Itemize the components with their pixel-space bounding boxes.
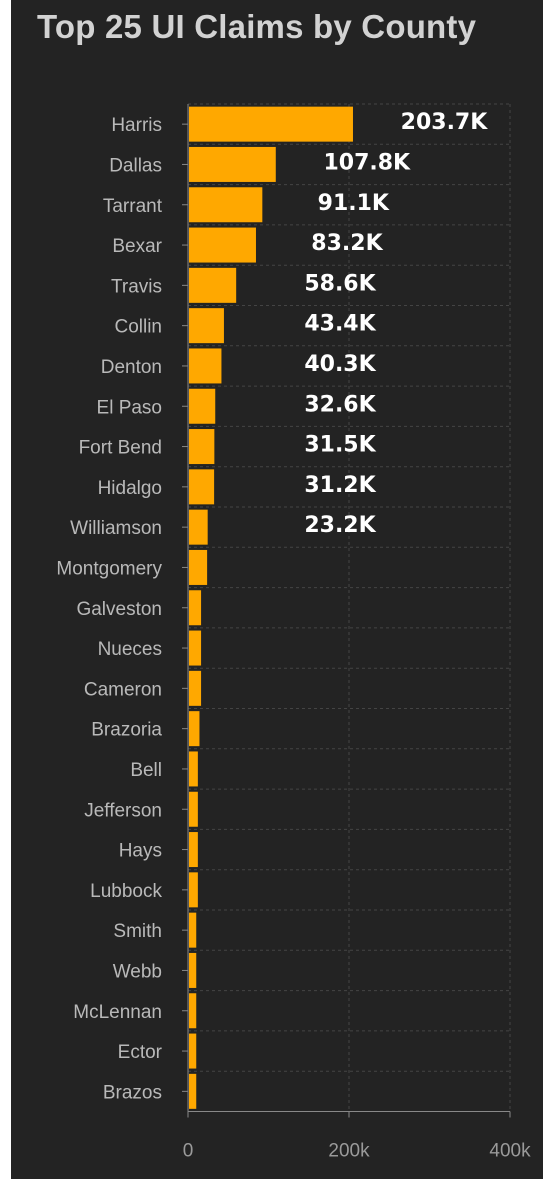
bar — [189, 912, 197, 948]
bar — [189, 590, 202, 626]
bar — [189, 952, 197, 988]
y-tick-label: Webb — [113, 961, 162, 982]
bar — [189, 469, 215, 505]
y-tick-label: Brazos — [103, 1082, 162, 1103]
data-label: 91.1K — [318, 191, 390, 216]
bar — [189, 1033, 197, 1069]
y-tick-label: Travis — [111, 276, 162, 297]
y-tick-label: Montgomery — [56, 558, 162, 579]
y-tick-label: McLennan — [73, 1002, 162, 1023]
y-tick-label: Williamson — [70, 518, 162, 539]
y-tick-label: Nueces — [98, 639, 162, 660]
y-tick-label: Ector — [118, 1042, 163, 1063]
y-tick-label: Brazoria — [91, 720, 162, 741]
y-tick-label: Bexar — [112, 236, 162, 257]
y-tick-label: Fort Bend — [79, 438, 162, 459]
bar — [189, 146, 276, 182]
bar — [189, 267, 237, 303]
data-label: 83.2K — [311, 231, 383, 256]
bar — [189, 429, 215, 465]
bar — [189, 227, 256, 263]
y-tick-label: El Paso — [97, 397, 162, 418]
y-tick-label: Collin — [114, 317, 162, 338]
y-tick-label: Tarrant — [103, 196, 163, 217]
bar — [189, 1073, 197, 1109]
y-tick-label: Galveston — [76, 599, 162, 620]
data-label: 107.8K — [323, 150, 411, 175]
bar — [189, 187, 263, 223]
data-label: 43.4K — [304, 312, 376, 337]
y-tick-label: Bell — [130, 760, 162, 781]
y-tick-label: Lubbock — [90, 881, 162, 902]
data-label: 203.7K — [401, 110, 489, 135]
bar — [189, 106, 353, 142]
x-tick-label: 400k — [489, 1141, 531, 1162]
bar — [189, 509, 208, 545]
bar — [189, 630, 202, 666]
bar — [189, 388, 216, 424]
y-tick-label: Hidalgo — [98, 478, 162, 499]
y-tick-label: Jefferson — [84, 800, 162, 821]
bar — [189, 308, 224, 344]
y-tick-label: Smith — [113, 921, 162, 942]
bar — [189, 993, 197, 1029]
chart-title: Top 25 UI Claims by County — [37, 8, 477, 45]
bar — [189, 872, 198, 908]
bar — [189, 549, 208, 585]
bar — [189, 791, 198, 827]
data-label: 40.3K — [304, 352, 376, 377]
data-label: 58.6K — [304, 271, 376, 296]
y-tick-label: Harris — [111, 115, 162, 136]
bar — [189, 711, 200, 747]
data-label: 23.2K — [304, 513, 376, 538]
y-tick-label: Hays — [119, 841, 162, 862]
y-tick-label: Cameron — [84, 679, 162, 700]
data-label: 31.2K — [304, 473, 376, 498]
bar — [189, 348, 222, 384]
bar — [189, 832, 198, 868]
x-tick-label: 0 — [183, 1141, 194, 1162]
bar — [189, 751, 198, 787]
y-tick-label: Dallas — [109, 155, 162, 176]
data-label: 31.5K — [304, 433, 376, 458]
bar — [189, 670, 202, 706]
data-label: 32.6K — [304, 392, 376, 417]
y-tick-label: Denton — [101, 357, 162, 378]
x-tick-label: 200k — [328, 1141, 370, 1162]
chart-panel — [11, 0, 543, 1179]
